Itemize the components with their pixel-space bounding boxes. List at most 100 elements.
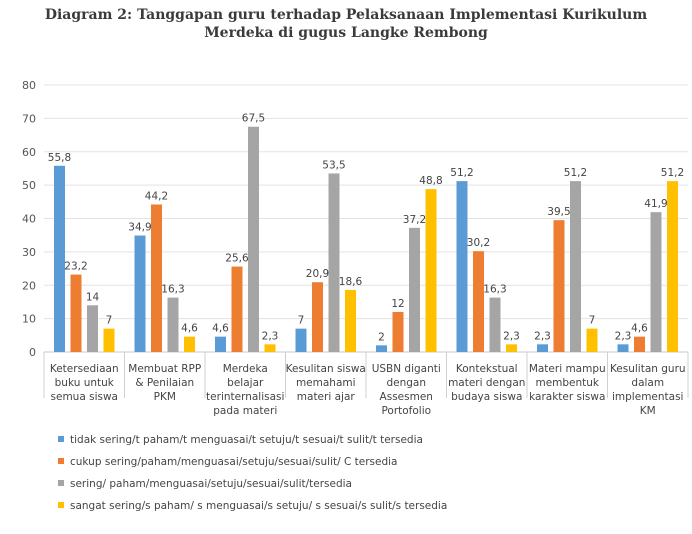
y-tick-label: 10 — [22, 313, 36, 326]
data-label: 34,9 — [128, 222, 151, 234]
x-tick-label: PKM — [154, 391, 176, 403]
x-tick-label: memahami — [296, 377, 356, 389]
bar — [617, 344, 629, 352]
bar — [376, 345, 387, 352]
legend-label: tidak sering/t paham/t menguasai/t setuj… — [70, 434, 423, 446]
x-tick-label: karakter siswa — [529, 391, 605, 403]
x-tick-label: Membuat RPP — [128, 363, 201, 375]
bar — [231, 266, 243, 352]
bar — [134, 235, 146, 352]
x-tick-label: terinternalisasi — [206, 391, 284, 403]
bar — [506, 344, 517, 352]
x-tick-label: implementasi — [612, 391, 683, 403]
bar — [295, 328, 307, 352]
bar — [553, 220, 565, 352]
bar — [184, 336, 195, 352]
legend-swatch — [58, 502, 64, 508]
chart-title: Diagram 2: Tanggapan guru terhadap Pelak… — [0, 6, 692, 42]
bar — [634, 336, 645, 352]
x-tick-label: materi ajar — [297, 391, 356, 403]
bar — [537, 344, 548, 352]
data-label: 12 — [391, 298, 404, 310]
data-label: 51,2 — [564, 167, 587, 179]
x-tick-label: materi dengan — [448, 377, 525, 389]
legend-swatch — [58, 436, 64, 442]
bar — [103, 328, 115, 352]
data-label: 30,2 — [467, 237, 490, 249]
y-tick-label: 0 — [29, 346, 36, 359]
bar — [328, 173, 340, 352]
bar — [345, 289, 356, 352]
bar — [248, 126, 259, 352]
data-label: 25,6 — [225, 253, 249, 265]
bar — [215, 336, 226, 352]
data-label: 53,5 — [322, 159, 345, 171]
data-label: 2,3 — [615, 330, 632, 342]
bar — [650, 212, 662, 352]
bar — [312, 282, 323, 352]
x-tick-label: semua siswa — [51, 391, 118, 403]
data-label: 2 — [378, 331, 385, 343]
x-tick-label: Materi mampu — [529, 363, 606, 375]
legend-item: tidak sering/t paham/t menguasai/t setuj… — [58, 432, 447, 454]
y-tick-label: 60 — [22, 146, 36, 159]
x-tick-label: budaya siswa — [451, 391, 522, 403]
bar — [425, 189, 437, 352]
y-tick-label: 70 — [22, 112, 36, 125]
data-label: 7 — [106, 315, 113, 327]
y-tick-label: 40 — [22, 213, 36, 226]
x-tick-label: dalam — [631, 377, 664, 389]
data-label: 4,6 — [631, 323, 648, 335]
x-tick-label: membentuk — [535, 377, 599, 389]
bar — [667, 181, 678, 352]
y-tick-label: 50 — [22, 179, 36, 192]
legend-label: cukup sering/paham/menguasai/setuju/sesu… — [70, 456, 398, 468]
data-label: 2,3 — [534, 330, 551, 342]
data-label: 23,2 — [64, 261, 87, 273]
x-tick-label: KM — [640, 405, 656, 417]
x-tick-label: Ketersediaan — [50, 363, 119, 375]
bar — [167, 297, 179, 352]
data-label: 51,2 — [450, 167, 473, 179]
chart-legend: tidak sering/t paham/t menguasai/t setuj… — [58, 432, 447, 520]
bar — [264, 344, 276, 352]
x-tick-label: USBN diganti — [372, 363, 441, 375]
bar — [473, 251, 484, 352]
y-tick-label: 30 — [22, 246, 36, 259]
data-label: 39,5 — [547, 206, 570, 218]
legend-label: sangat sering/s paham/ s menguasai/s set… — [70, 500, 448, 512]
bar — [570, 181, 581, 352]
data-label: 16,3 — [483, 284, 506, 296]
x-tick-label: buku untuk — [55, 377, 115, 389]
data-label: 7 — [298, 315, 305, 327]
data-label: 16,3 — [161, 284, 184, 296]
data-label: 4,6 — [181, 323, 198, 335]
data-label: 41,9 — [644, 198, 667, 210]
legend-label: sering/ paham/menguasai/setuju/sesuai/su… — [70, 478, 352, 490]
bar — [489, 297, 501, 352]
chart-title-line-1: Diagram 2: Tanggapan guru terhadap Pelak… — [44, 7, 648, 23]
bar — [70, 274, 82, 352]
y-tick-label: 80 — [22, 79, 36, 92]
legend-item: cukup sering/paham/menguasai/setuju/sesu… — [58, 454, 447, 476]
bar — [54, 165, 65, 352]
data-label: 2,3 — [262, 330, 279, 342]
chart-title-line-2: Merdeka di gugus Langke Rembong — [204, 25, 488, 41]
legend-swatch — [58, 480, 64, 486]
x-tick-label: Assesmen — [380, 391, 433, 403]
x-tick-label: dengan — [386, 377, 426, 389]
data-label: 37,2 — [403, 214, 426, 226]
y-tick-label: 20 — [22, 279, 36, 292]
data-label: 51,2 — [661, 167, 684, 179]
legend-item: sering/ paham/menguasai/setuju/sesuai/su… — [58, 476, 447, 498]
data-label: 7 — [589, 315, 596, 327]
legend-swatch — [58, 458, 64, 464]
data-label: 67,5 — [242, 113, 265, 125]
x-tick-label: Portofolio — [381, 405, 431, 417]
x-tick-label: Kontekstual — [456, 363, 518, 375]
bar — [151, 204, 162, 352]
x-tick-label: Kesulitan guru — [610, 363, 686, 375]
data-label: 48,8 — [419, 175, 442, 187]
bar — [392, 311, 404, 352]
